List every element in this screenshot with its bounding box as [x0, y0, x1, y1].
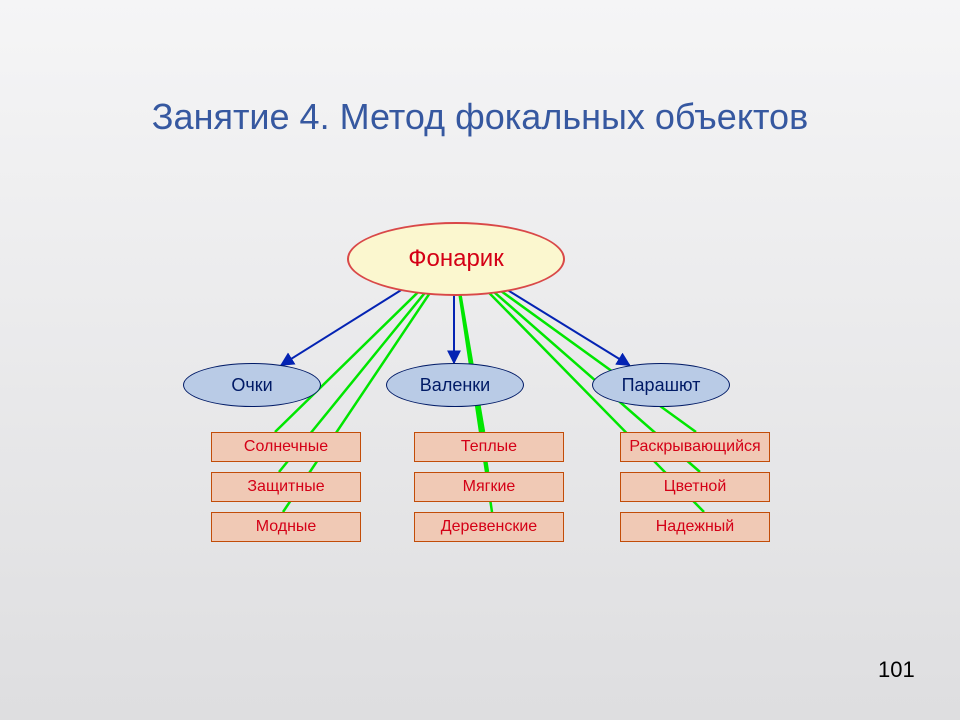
- child-node-glasses: Очки: [183, 363, 321, 407]
- root-label: Фонарик: [408, 245, 503, 273]
- child-label-valenki: Валенки: [420, 375, 490, 396]
- leaf-valenki-1: Мягкие: [414, 472, 564, 502]
- leaf-label-parachute-2: Надежный: [656, 518, 734, 536]
- green-root-to-parachute-0: [498, 289, 696, 432]
- leaf-label-glasses-2: Модные: [256, 518, 317, 536]
- leaf-label-parachute-1: Цветной: [664, 478, 727, 496]
- leaf-glasses-2: Модные: [211, 512, 361, 542]
- leaf-valenki-0: Теплые: [414, 432, 564, 462]
- diagram-connectors: [0, 0, 960, 720]
- leaf-valenki-2: Деревенские: [414, 512, 564, 542]
- child-label-parachute: Парашют: [622, 375, 701, 396]
- leaf-label-valenki-2: Деревенские: [441, 518, 537, 536]
- leaf-label-valenki-1: Мягкие: [463, 478, 516, 496]
- leaf-parachute-0: Раскрывающийся: [620, 432, 770, 462]
- green-root-to-glasses-0: [275, 290, 420, 432]
- leaf-parachute-2: Надежный: [620, 512, 770, 542]
- child-label-glasses: Очки: [231, 375, 272, 396]
- root-node: Фонарик: [347, 222, 565, 296]
- child-node-parachute: Парашют: [592, 363, 730, 407]
- arrow-root-to-glasses: [281, 288, 404, 365]
- child-node-valenki: Валенки: [386, 363, 524, 407]
- page-number: 101: [878, 657, 915, 683]
- leaf-label-glasses-0: Солнечные: [244, 438, 328, 456]
- leaf-parachute-1: Цветной: [620, 472, 770, 502]
- leaf-glasses-1: Защитные: [211, 472, 361, 502]
- leaf-label-parachute-0: Раскрывающийся: [629, 438, 760, 456]
- leaf-label-glasses-1: Защитные: [247, 478, 324, 496]
- leaf-label-valenki-0: Теплые: [461, 438, 517, 456]
- leaf-glasses-0: Солнечные: [211, 432, 361, 462]
